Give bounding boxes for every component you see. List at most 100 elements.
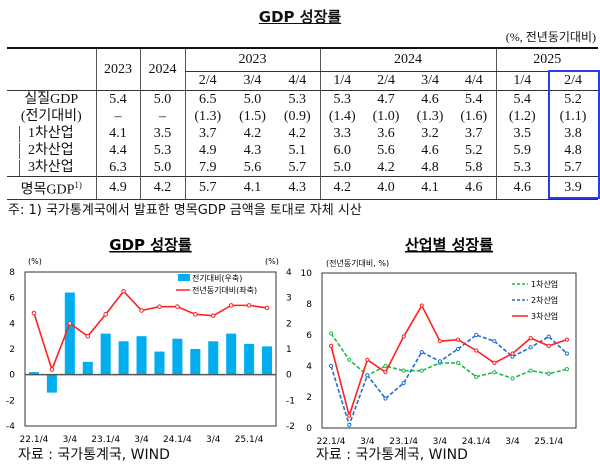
y-tick-label: 2 xyxy=(306,393,312,403)
line-point xyxy=(455,346,461,352)
value-cell: 5.1 xyxy=(288,142,307,158)
plot-area xyxy=(321,272,577,429)
line-series xyxy=(330,332,568,380)
value-cell: 4.7 xyxy=(377,91,395,107)
footnote-marker: 1) xyxy=(74,180,82,190)
y-tick-label-right: 0 xyxy=(286,371,292,381)
legend-label: 3차산업 xyxy=(531,311,558,321)
y-tick-label-left: 4 xyxy=(9,319,15,329)
y-tick-label-left: -2 xyxy=(6,396,15,406)
line-point xyxy=(31,310,37,316)
line-series xyxy=(330,334,568,428)
line-point xyxy=(419,368,424,373)
row-label-text: (전기대비) xyxy=(20,108,82,124)
value-cell: – xyxy=(95,108,140,125)
value-cell: 5.0 xyxy=(139,159,185,177)
line-point xyxy=(347,357,352,362)
line-point xyxy=(419,303,424,308)
line-point xyxy=(474,374,479,379)
row-label-text: 명목GDP xyxy=(20,182,75,198)
industry-growth-chart: 산업별 성장률 22.1/4 3/4 23.1/4 3/4 24.1/4 3/4 25.1/4… xyxy=(301,236,577,444)
x-tick-label: 3/4 xyxy=(505,437,520,444)
value-cell: 3.7 xyxy=(465,125,483,141)
bar xyxy=(190,349,201,375)
value-cell: (1.2) xyxy=(495,108,549,125)
line-point xyxy=(328,363,334,369)
value-cell: (0.9) xyxy=(283,108,311,124)
row-label-text: 실질GDP xyxy=(24,91,79,107)
gdp-growth-chart: GDP 성장률 22.1/4 3/4 23.1/4 3/4 24.1/4 3/4 25.1/4… xyxy=(6,236,295,444)
value-cell: 5.6 xyxy=(377,142,395,158)
line-point xyxy=(564,351,570,356)
value-cell: (1.3) xyxy=(416,108,444,124)
line-point xyxy=(347,413,352,418)
value-cell: 4.9 xyxy=(95,176,140,200)
line-point xyxy=(264,305,270,311)
row-label: (전기대비) xyxy=(7,108,96,125)
value-cell: 6.5 xyxy=(184,90,230,108)
value-cell: 5.8 xyxy=(465,159,483,175)
left-axis-unit: (%) xyxy=(28,257,42,266)
value-cell: 4.2 xyxy=(243,125,262,141)
line-point xyxy=(455,337,461,342)
right-axis-unit: (%) xyxy=(265,257,279,266)
value-cell: 5.3 xyxy=(139,142,185,159)
year-header: 2023 xyxy=(95,48,140,91)
table-unit: (%, 전년동기대비) xyxy=(505,30,596,44)
line-point xyxy=(419,349,424,355)
value-cell: 4.6 xyxy=(421,91,439,107)
legend-swatch-bar xyxy=(178,274,190,281)
table-row: 3차산업 6.3 5.0 7.9 5.6 5.7 5.0 4.2 4.8 5.8 5.3 5.7 xyxy=(7,159,598,177)
y-tick-label: 0 xyxy=(306,424,312,434)
value-cell: 3.3 xyxy=(319,125,365,142)
x-tick-label: 25.1/4 xyxy=(534,437,563,444)
row-label-text: 1차산업 xyxy=(19,125,88,142)
value-cell: 5.4 xyxy=(495,90,549,108)
chart-source: 자료 : 국가통계국, WIND xyxy=(18,447,170,463)
value-cell: 5.0 xyxy=(139,90,185,108)
table-footnote: 주: 1) 국가통계국에서 발표한 명목GDP 금액을 토대로 자체 시산 xyxy=(8,203,362,218)
quarter-header: 4/4 xyxy=(288,73,307,88)
line-point xyxy=(383,370,388,375)
line-point xyxy=(157,304,162,309)
table-row: (전기대비) – – (1.3) (1.5) (0.9) (1.4) (1.0) (1.3) (1… xyxy=(7,108,598,125)
bar xyxy=(226,333,237,375)
y-tick-label-right: 4 xyxy=(286,268,292,278)
line-point xyxy=(510,376,515,381)
legend-label: 전년동기대비(좌축) xyxy=(192,285,257,295)
x-tick-label: 3/4 xyxy=(134,435,149,444)
legend-label: 1차산업 xyxy=(531,279,558,289)
line-series xyxy=(330,303,568,419)
bar xyxy=(208,341,219,375)
x-tick-label: 3/4 xyxy=(63,435,78,444)
value-cell: 5.9 xyxy=(495,142,549,159)
value-cell: 5.3 xyxy=(319,90,365,108)
line-point xyxy=(474,332,479,338)
row-label: 3차산업 xyxy=(7,159,96,177)
x-tick-label: 22.1/4 xyxy=(317,437,346,444)
line-point xyxy=(401,334,406,339)
legend-label: 전기대비(우축) xyxy=(192,273,242,283)
value-cell: 4.4 xyxy=(95,142,140,159)
value-cell: 5.7 xyxy=(184,176,230,200)
table-title: GDP 성장률 xyxy=(258,8,342,26)
line-point xyxy=(49,367,55,372)
value-cell: 3.5 xyxy=(495,125,549,142)
bar xyxy=(136,336,147,375)
value-cell: 5.7 xyxy=(564,159,582,175)
x-tick-label: 24.1/4 xyxy=(462,437,491,444)
quarter-header: 1/4 xyxy=(319,71,365,91)
chart-title: GDP 성장률 xyxy=(109,236,192,254)
y-tick-label-right: 2 xyxy=(286,319,292,329)
line-point xyxy=(365,357,370,362)
value-cell: 4.2 xyxy=(139,176,185,200)
line-point xyxy=(437,339,443,344)
line-point xyxy=(546,343,551,348)
value-cell: 5.7 xyxy=(288,159,307,175)
line-point xyxy=(139,308,144,313)
x-tick-label: 3/4 xyxy=(360,437,375,444)
table-row: 2차산업 4.4 5.3 4.9 4.3 5.1 6.0 5.6 4.6 5.2 5.9 4.8 xyxy=(7,142,598,159)
value-cell: 3.5 xyxy=(139,125,185,142)
bar xyxy=(64,292,75,375)
line-point xyxy=(228,303,234,308)
